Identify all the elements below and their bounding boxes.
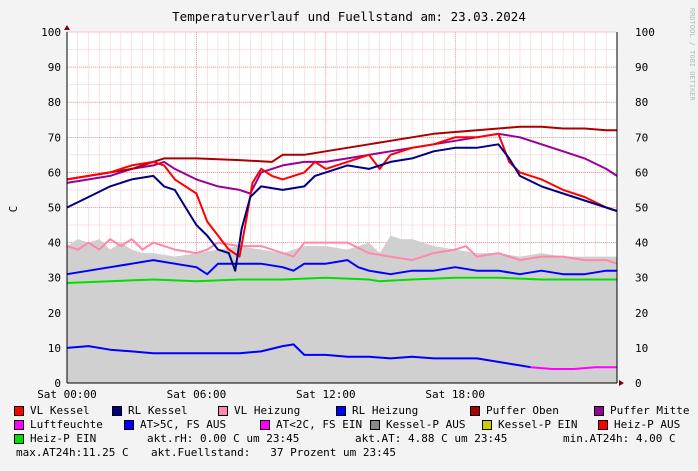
status-akt-at: akt.AT: 4.88 C um 23:45 [355, 432, 508, 445]
legend-row-2: Luftfeuchte AT>5C, FS AUS AT<2C, FS EIN … [14, 418, 694, 432]
legend-swatch-heiz-p-aus [598, 420, 608, 430]
legend: VL Kessel RL Kessel VL Heizung RL Heizun… [14, 404, 694, 460]
legend-swatch-kessel-p-aus [370, 420, 380, 430]
status-fuellstand: akt.Fuellstand: 37 Prozent um 23:45 [151, 446, 397, 459]
series-line-puffer-oben [66, 125, 617, 181]
legend-item-rl-heizung: RL Heizung [336, 404, 418, 418]
y-tick-label-left: 40 [48, 237, 61, 250]
series-line-vl-kessel [66, 132, 618, 258]
x-tick-label: Sat 18:00 [425, 388, 485, 400]
series-line-heiz-p-ein [66, 276, 617, 284]
status-min-at24h: min.AT24h: 4.00 C [563, 432, 676, 445]
legend-item-at-lt2: AT<2C, FS EIN [260, 418, 362, 432]
y-tick-label-left: 80 [48, 96, 61, 109]
y-tick-label-right: 60 [635, 166, 648, 179]
series-line-puffer-mitte [66, 132, 618, 195]
series-line-at-2c-fs-ein [530, 366, 617, 370]
legend-item-vl-kessel: VL Kessel [14, 404, 90, 418]
series-line-vl-heizung [66, 238, 618, 265]
y-tick-label-right: 90 [635, 61, 648, 74]
legend-item-luftfeuchte: Luftfeuchte [14, 418, 103, 432]
legend-row-1: VL Kessel RL Kessel VL Heizung RL Heizun… [14, 404, 694, 418]
y-tick-label-left: 20 [48, 307, 61, 320]
legend-item-puffer-oben: Puffer Oben [470, 404, 559, 418]
y-tick-label-right: 100 [635, 26, 655, 39]
temperature-chart: Temperaturverlauf und Fuellstand am: 23.… [7, 8, 696, 400]
y-tick-label-right: 0 [635, 377, 642, 390]
legend-item-rl-kessel: RL Kessel [112, 404, 188, 418]
series-line-rl-heizung [66, 259, 617, 276]
x-tick-label: Sat 00:00 [37, 388, 97, 400]
y-tick-label-left: 70 [48, 131, 61, 144]
tick-labels: 0 0 10 10 20 20 30 30 40 40 50 50 60 60 70 70 80 80 90 90 10… [37, 26, 655, 400]
legend-swatch-rl-kessel [112, 406, 122, 416]
legend-row-3: Heiz-P EIN akt.rH: 0.00 C um 23:45 akt.A… [14, 432, 694, 446]
legend-item-heiz-p-aus: Heiz-P AUS [598, 418, 680, 432]
legend-row-4: max.AT24h:11.25 C akt.Fuellstand: 37 Pro… [14, 446, 694, 460]
legend-swatch-heiz-p-ein [14, 434, 24, 444]
y-axis-label: C [7, 206, 20, 213]
y-tick-label-right: 50 [635, 202, 648, 215]
y-tick-label-left: 10 [48, 342, 61, 355]
legend-item-at-gt5: AT>5C, FS AUS [124, 418, 226, 432]
status-max-at24h: max.AT24h:11.25 C [16, 446, 129, 459]
y-tick-label-right: 40 [635, 237, 648, 250]
legend-swatch-luftfeuchte [14, 420, 24, 430]
legend-swatch-puffer-oben [470, 406, 480, 416]
axes [64, 25, 624, 386]
y-tick-label-right: 20 [635, 307, 648, 320]
y-tick-label-left: 60 [48, 166, 61, 179]
x-tick-label: Sat 06:00 [167, 388, 227, 400]
y-tick-label-left: 30 [48, 272, 61, 285]
legend-item-kessel-p-ein: Kessel-P EIN [482, 418, 577, 432]
y-tick-label-left: 90 [48, 61, 61, 74]
series-layer [66, 125, 618, 383]
legend-item-vl-heizung: VL Heizung [218, 404, 300, 418]
legend-swatch-vl-kessel [14, 406, 24, 416]
y-tick-label-left: 50 [48, 202, 61, 215]
x-tick-label: Sat 12:00 [296, 388, 356, 400]
legend-swatch-kessel-p-ein [482, 420, 492, 430]
y-axis-arrow [64, 25, 70, 30]
legend-item-kessel-p-aus: Kessel-P AUS [370, 418, 465, 432]
y-tick-label-right: 30 [635, 272, 648, 285]
legend-swatch-rl-heizung [336, 406, 346, 416]
chart-title: Temperaturverlauf und Fuellstand am: 23.… [172, 9, 526, 24]
x-axis-arrow [619, 380, 624, 386]
series-line-luftfeuchte [66, 343, 531, 369]
y-tick-label-right: 80 [635, 96, 648, 109]
legend-swatch-puffer-mitte [594, 406, 604, 416]
status-akt-rh: akt.rH: 0.00 C um 23:45 [147, 432, 300, 445]
y-tick-label-left: 0 [54, 377, 61, 390]
legend-swatch-at-gt5 [124, 420, 134, 430]
series-line-rl-kessel [66, 143, 618, 272]
legend-item-heiz-p-ein: Heiz-P EIN [14, 432, 96, 446]
legend-swatch-at-lt2 [260, 420, 270, 430]
y-tick-label-right: 10 [635, 342, 648, 355]
watermark: RRDTOOL / TOBI OETIKER [688, 8, 696, 102]
y-tick-label-right: 70 [635, 131, 648, 144]
legend-swatch-vl-heizung [218, 406, 228, 416]
legend-item-puffer-mitte: Puffer Mitte [594, 404, 689, 418]
y-tick-label-left: 100 [41, 26, 61, 39]
